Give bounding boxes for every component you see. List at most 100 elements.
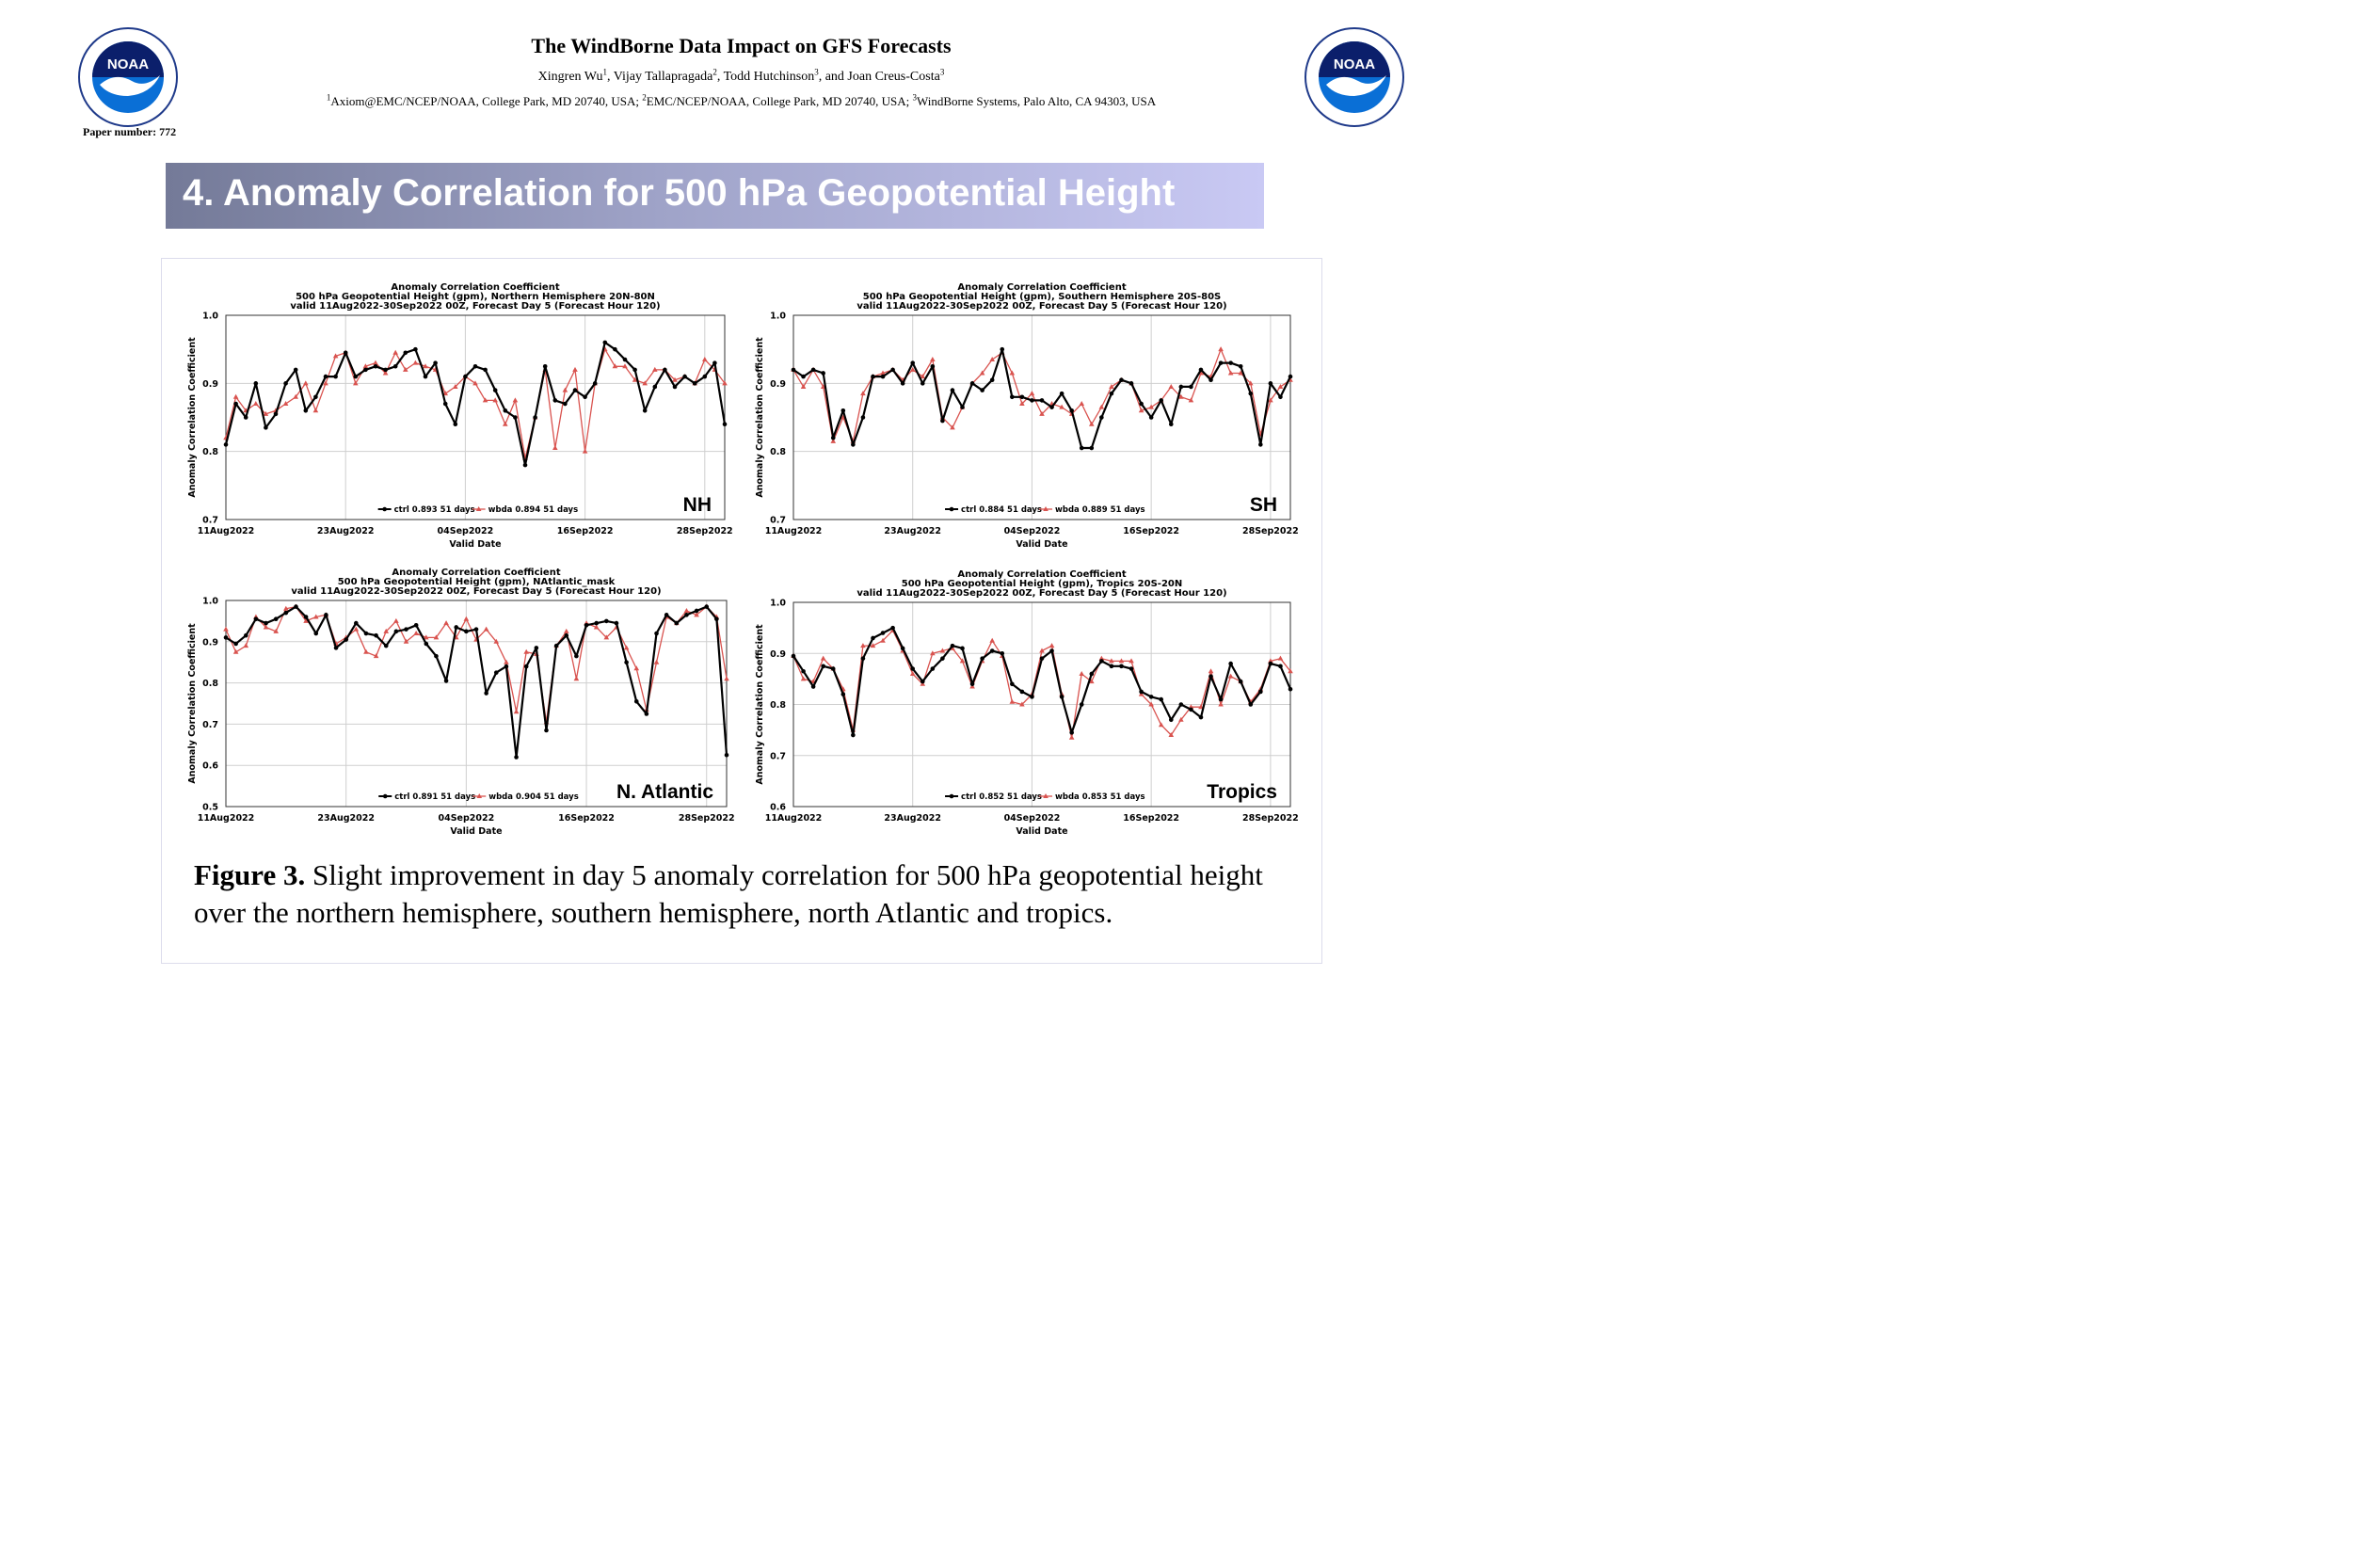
ctrl-data-point bbox=[313, 631, 319, 636]
wbda-data-point bbox=[403, 638, 409, 644]
ctrl-data-point bbox=[403, 350, 408, 356]
ctrl-data-point bbox=[283, 381, 288, 386]
ctrl-data-point bbox=[1268, 381, 1273, 386]
wbda-data-point bbox=[959, 658, 966, 664]
wbda-data-point bbox=[463, 616, 470, 621]
ctrl-data-point bbox=[682, 374, 687, 379]
chart-title: Anomaly Correlation Coefficient bbox=[957, 282, 1126, 293]
x-tick-label: 16Sep2022 bbox=[557, 526, 614, 536]
ctrl-data-point bbox=[1000, 346, 1005, 352]
ctrl-data-point bbox=[1288, 374, 1293, 379]
x-tick-label: 11Aug2022 bbox=[765, 813, 823, 824]
ctrl-data-point bbox=[821, 664, 825, 669]
author-affil-sup: 2 bbox=[712, 67, 717, 77]
region-label: NH bbox=[683, 494, 712, 516]
affiliation-sup: 1 bbox=[326, 92, 331, 103]
chart-subtitle: 500 hPa Geopotential Height (gpm), Tropi… bbox=[902, 579, 1183, 589]
wbda-data-point bbox=[623, 645, 630, 650]
ctrl-data-point bbox=[1099, 415, 1104, 420]
ctrl-data-point bbox=[1228, 360, 1233, 365]
wbda-data-point bbox=[652, 366, 658, 372]
legend-label-ctrl: ctrl 0.852 51 days bbox=[961, 792, 1042, 802]
ctrl-data-point bbox=[273, 616, 279, 622]
wbda-data-point bbox=[513, 709, 520, 714]
legend-label-ctrl: ctrl 0.891 51 days bbox=[394, 792, 475, 802]
ctrl-data-point bbox=[890, 367, 895, 373]
wbda-data-point bbox=[920, 374, 926, 379]
legend-marker-ctrl bbox=[382, 506, 387, 512]
ctrl-data-point bbox=[969, 381, 975, 386]
ctrl-data-point bbox=[303, 408, 309, 413]
ctrl-data-point bbox=[243, 415, 248, 420]
ctrl-data-point bbox=[443, 679, 449, 683]
wbda-data-point bbox=[303, 617, 309, 623]
wbda-data-point bbox=[642, 380, 648, 386]
ctrl-data-point bbox=[253, 616, 259, 622]
legend-marker-wbda bbox=[476, 793, 483, 798]
ctrl-data-point bbox=[663, 367, 667, 373]
wbda-data-point bbox=[483, 626, 489, 632]
wbda-data-point bbox=[362, 363, 369, 369]
y-tick-label: 0.7 bbox=[202, 720, 218, 730]
x-axis-label: Valid Date bbox=[450, 826, 502, 837]
wbda-data-point bbox=[552, 445, 558, 451]
x-tick-label: 11Aug2022 bbox=[765, 526, 823, 536]
ctrl-data-point bbox=[1030, 398, 1034, 403]
chart-subtitle: valid 11Aug2022-30Sep2022 00Z, Forecast … bbox=[856, 301, 1226, 312]
y-axis-label: Anomaly Correlation Coefficient bbox=[755, 624, 765, 785]
y-axis-label: Anomaly Correlation Coefficient bbox=[187, 337, 198, 498]
ctrl-series-line bbox=[792, 626, 1292, 737]
noaa-logo-text: NOAA bbox=[107, 56, 149, 72]
ctrl-data-point bbox=[592, 381, 598, 386]
ctrl-data-point bbox=[243, 632, 248, 638]
y-tick-label: 0.9 bbox=[202, 379, 218, 390]
wbda-data-point bbox=[273, 628, 279, 633]
ctrl-data-point bbox=[1209, 377, 1213, 383]
ctrl-data-point bbox=[253, 381, 259, 386]
ctrl-data-point bbox=[930, 363, 936, 369]
wbda-data-point bbox=[1188, 397, 1194, 403]
noaa-logo-left: NOAA bbox=[78, 27, 178, 127]
ctrl-data-point bbox=[552, 398, 558, 403]
ctrl-data-point bbox=[1109, 391, 1114, 396]
ctrl-data-point bbox=[354, 620, 359, 626]
ctrl-data-point bbox=[313, 394, 318, 400]
ctrl-data-point bbox=[1268, 661, 1273, 666]
wbda-data-point bbox=[493, 638, 500, 644]
y-tick-label: 0.7 bbox=[202, 516, 218, 526]
wbda-data-point bbox=[303, 380, 309, 386]
wbda-data-point bbox=[702, 357, 708, 362]
ctrl-data-point bbox=[1278, 394, 1283, 400]
x-tick-label: 28Sep2022 bbox=[1242, 526, 1299, 536]
wbda-data-point bbox=[909, 670, 916, 676]
wbda-data-point bbox=[403, 366, 408, 372]
wbda-data-point bbox=[1098, 655, 1105, 661]
wbda-data-point bbox=[860, 391, 866, 396]
ctrl-data-point bbox=[1178, 702, 1184, 707]
wbda-data-point bbox=[312, 614, 319, 619]
y-tick-label: 0.7 bbox=[770, 751, 786, 761]
ctrl-data-point bbox=[1049, 648, 1054, 653]
ctrl-data-point bbox=[940, 656, 945, 661]
wbda-data-point bbox=[503, 421, 508, 426]
wbda-data-point bbox=[353, 380, 359, 386]
ctrl-data-point bbox=[483, 367, 488, 373]
ctrl-data-point bbox=[602, 340, 608, 345]
wbda-data-point bbox=[633, 665, 640, 671]
y-axis-label: Anomaly Correlation Coefficient bbox=[755, 337, 765, 498]
ctrl-data-point bbox=[523, 664, 529, 669]
wbda-data-point bbox=[453, 383, 458, 389]
wbda-data-point bbox=[1098, 404, 1105, 409]
x-tick-label: 04Sep2022 bbox=[1004, 526, 1061, 536]
ctrl-data-point bbox=[644, 712, 649, 716]
ctrl-data-point bbox=[830, 435, 836, 440]
x-tick-label: 28Sep2022 bbox=[677, 526, 733, 536]
wbda-data-point bbox=[332, 353, 339, 359]
wbda-data-point bbox=[413, 631, 419, 636]
y-tick-label: 0.6 bbox=[202, 761, 218, 772]
ctrl-data-point bbox=[1089, 671, 1095, 677]
wbda-data-point bbox=[989, 637, 995, 643]
ctrl-data-point bbox=[223, 635, 229, 640]
author-affil-sup: 1 bbox=[602, 67, 607, 77]
y-tick-label: 0.7 bbox=[770, 516, 786, 526]
